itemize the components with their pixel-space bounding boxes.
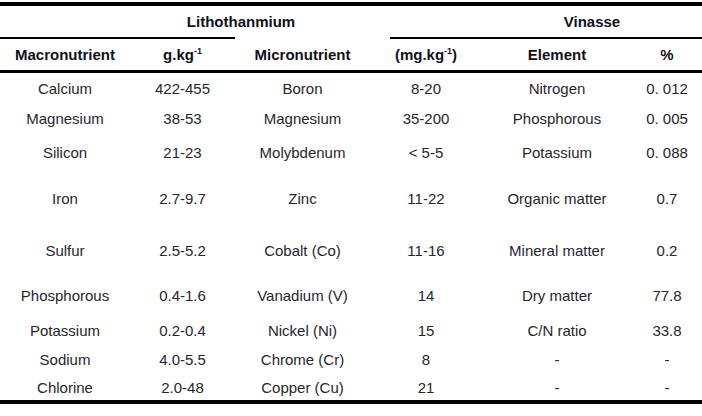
group-header-vinasse: Vinasse <box>482 13 702 30</box>
table-row: Iron 2.7-9.7 Zinc 11-22 Organic matter 0… <box>0 172 702 224</box>
cell: 0.2 <box>632 243 702 258</box>
table-row: Silicon 21-23 Molybdenum < 5-5 Potassium… <box>0 133 702 172</box>
col-header-mgkg: (mg.kg-1) <box>370 46 482 63</box>
composition-table-page: Lithothanmium Vinasse Macronutrient g.kg… <box>0 0 702 416</box>
unit-superscript: -1 <box>194 46 202 56</box>
cell: Copper (Cu) <box>235 380 370 395</box>
table-row: Phosphorous 0.4-1.6 Vanadium (V) 14 Dry … <box>0 276 702 315</box>
unit-text: (mg.kg <box>395 46 444 63</box>
cell: 15 <box>370 323 482 338</box>
cell: Vanadium (V) <box>235 288 370 303</box>
cell: < 5-5 <box>370 145 482 160</box>
col-header-element: Element <box>482 46 632 63</box>
unit-superscript: -1 <box>444 46 452 56</box>
cell: 2.0-48 <box>130 380 235 395</box>
unit-suffix: ) <box>452 46 457 63</box>
cell: Cobalt (Co) <box>235 243 370 258</box>
group-header-rules <box>0 37 702 39</box>
cell: 0.4-1.6 <box>130 288 235 303</box>
table-row: Calcium 422-455 Boron 8-20 Nitrogen 0. 0… <box>0 73 702 104</box>
cell: Iron <box>0 191 130 206</box>
col-header-percent: % <box>632 46 702 63</box>
cell: Organic matter <box>482 191 632 206</box>
cell: Boron <box>235 81 370 96</box>
cell: 0. 012 <box>632 81 702 96</box>
table-body: Calcium 422-455 Boron 8-20 Nitrogen 0. 0… <box>0 73 702 400</box>
cell: Chrome (Cr) <box>235 352 370 367</box>
cell: 21 <box>370 380 482 395</box>
group-header-lithothanmium: Lithothanmium <box>0 13 482 30</box>
cell: Zinc <box>235 191 370 206</box>
cell: Dry matter <box>482 288 632 303</box>
cell: - <box>632 352 702 367</box>
cell: 11-16 <box>370 243 482 258</box>
cell: Phosphorous <box>482 111 632 126</box>
cell: 0.2-0.4 <box>130 323 235 338</box>
cell: 422-455 <box>130 81 235 96</box>
cell: 35-200 <box>370 111 482 126</box>
cell: Mineral matter <box>482 243 632 258</box>
cell: Phosphorous <box>0 288 130 303</box>
table-row: Chlorine 2.0-48 Copper (Cu) 21 - - <box>0 374 702 400</box>
table-bottom-rule <box>0 400 702 404</box>
vinasse-rule <box>390 37 702 39</box>
cell: 38-53 <box>130 111 235 126</box>
column-header-row: Macronutrient g.kg-1 Micronutrient (mg.k… <box>0 39 702 70</box>
cell: 33.8 <box>632 323 702 338</box>
cell: 8 <box>370 352 482 367</box>
cell: - <box>632 380 702 395</box>
cell: Magnesium <box>0 111 130 126</box>
cell: - <box>482 380 632 395</box>
cell: 0. 088 <box>632 145 702 160</box>
table-row: Sulfur 2.5-5.2 Cobalt (Co) 11-16 Mineral… <box>0 224 702 276</box>
cell: Nickel (Ni) <box>235 323 370 338</box>
cell: Nitrogen <box>482 81 632 96</box>
col-header-gkg: g.kg-1 <box>130 46 235 63</box>
cell: 2.7-9.7 <box>130 191 235 206</box>
cell: C/N ratio <box>482 323 632 338</box>
col-header-micronutrient: Micronutrient <box>235 46 370 63</box>
col-header-macronutrient: Macronutrient <box>0 46 130 63</box>
cell: 0. 005 <box>632 111 702 126</box>
cell: 0.7 <box>632 191 702 206</box>
group-header-row: Lithothanmium Vinasse <box>0 6 702 37</box>
cell: 14 <box>370 288 482 303</box>
lithothanmium-rule <box>0 37 235 39</box>
cell: 4.0-5.5 <box>130 352 235 367</box>
cell: Sodium <box>0 352 130 367</box>
cell: 77.8 <box>632 288 702 303</box>
cell: 11-22 <box>370 191 482 206</box>
table-row: Magnesium 38-53 Magnesium 35-200 Phospho… <box>0 104 702 133</box>
cell: 8-20 <box>370 81 482 96</box>
cell: Calcium <box>0 81 130 96</box>
cell: Sulfur <box>0 243 130 258</box>
cell: Potassium <box>0 323 130 338</box>
cell: Silicon <box>0 145 130 160</box>
table-row: Sodium 4.0-5.5 Chrome (Cr) 8 - - <box>0 345 702 374</box>
cell: 2.5-5.2 <box>130 243 235 258</box>
table-row: Potassium 0.2-0.4 Nickel (Ni) 15 C/N rat… <box>0 315 702 345</box>
cell: Magnesium <box>235 111 370 126</box>
cell: Chlorine <box>0 380 130 395</box>
cell: - <box>482 352 632 367</box>
cell: Potassium <box>482 145 632 160</box>
cell: Molybdenum <box>235 145 370 160</box>
unit-text: g.kg <box>163 46 194 63</box>
cell: 21-23 <box>130 145 235 160</box>
